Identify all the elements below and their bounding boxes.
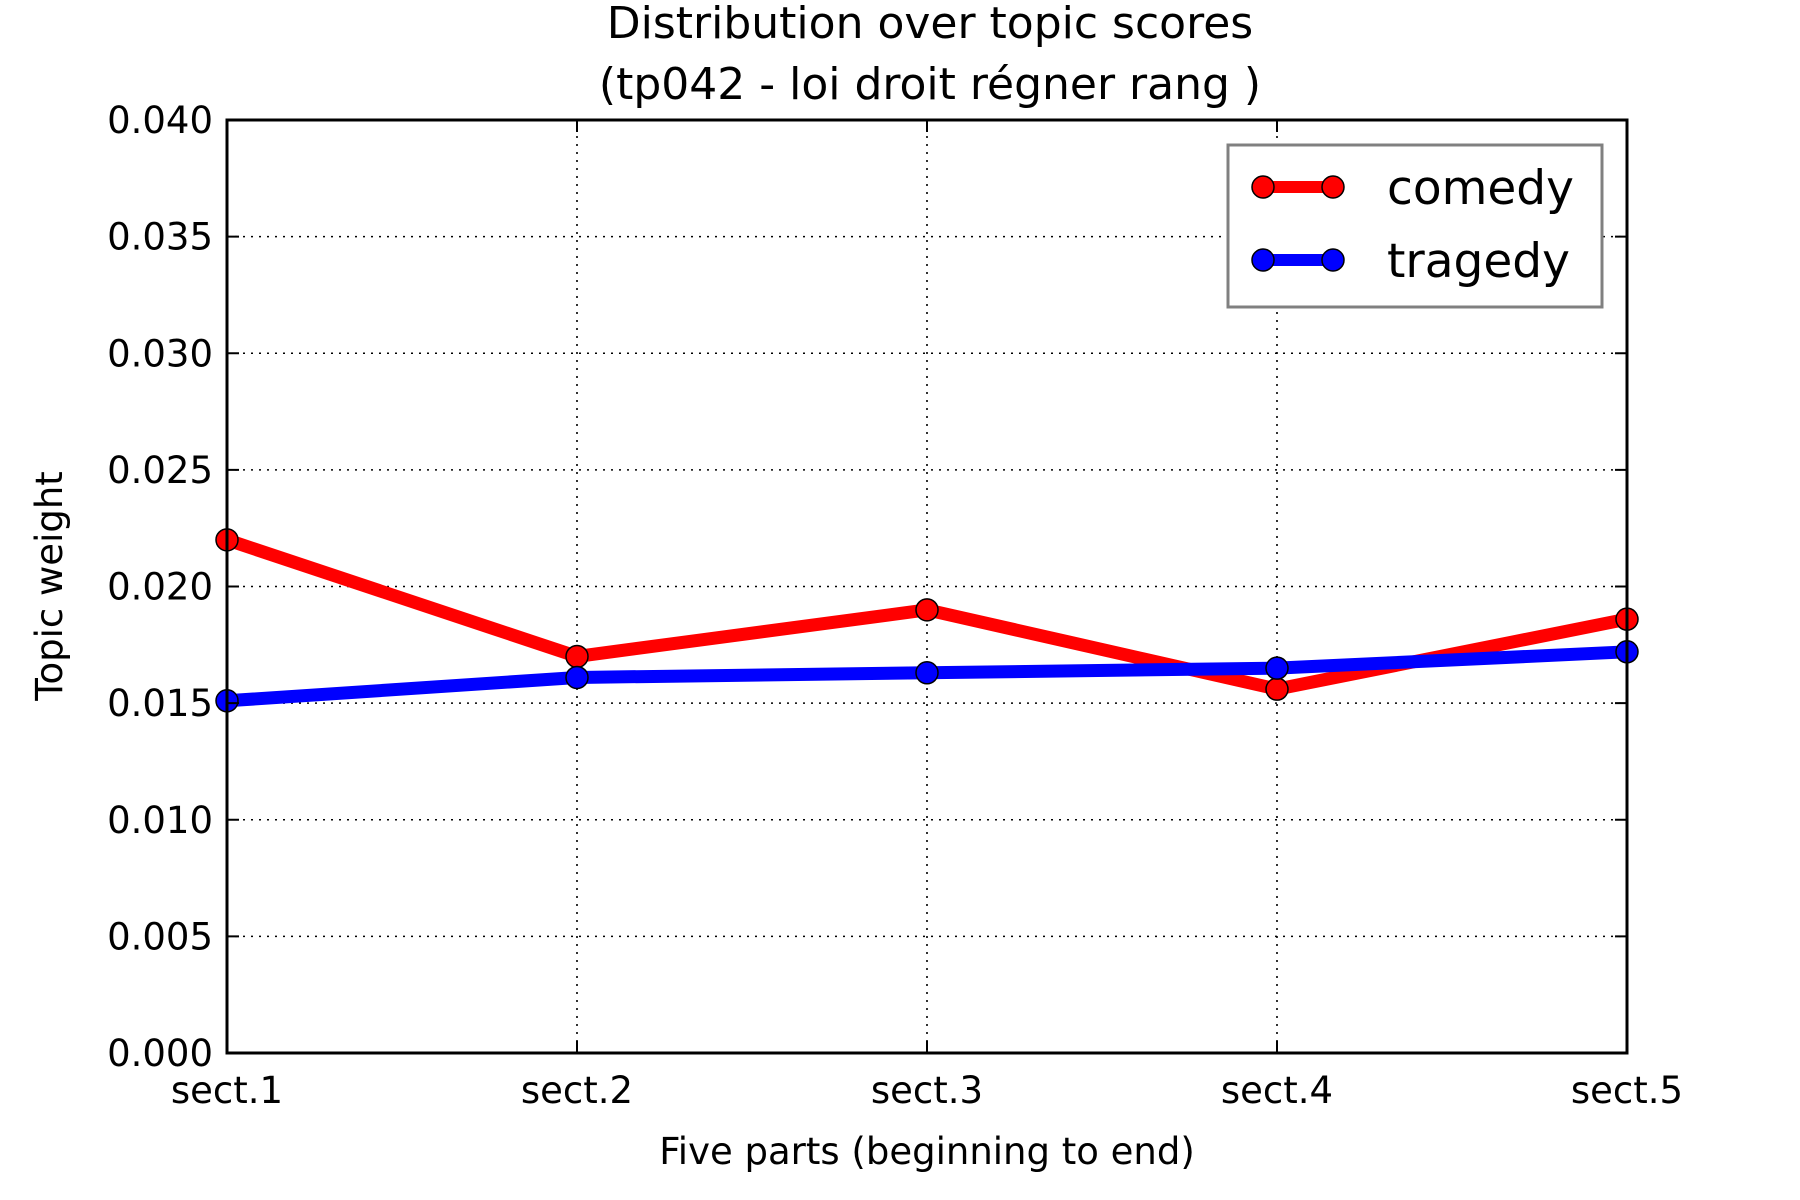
data-point-tragedy xyxy=(1265,656,1289,680)
y-tick-label: 0.030 xyxy=(107,332,213,375)
legend-label-comedy: comedy xyxy=(1387,161,1574,216)
data-point-tragedy xyxy=(915,661,939,685)
legend: comedy tragedy xyxy=(1226,143,1604,309)
legend-marker-tragedy xyxy=(1321,248,1345,272)
x-tick-label: sect.5 xyxy=(1571,1069,1683,1112)
data-point-tragedy xyxy=(565,665,589,690)
y-tick-label: 0.035 xyxy=(107,216,213,259)
legend-marker-comedy xyxy=(1321,175,1345,199)
chart-title: Distribution over topic scores xyxy=(607,0,1253,49)
x-tick-label: sect.3 xyxy=(871,1069,983,1112)
x-axis-label: Five parts (beginning to end) xyxy=(659,1130,1195,1173)
axis-layer: 0.000 0.005 0.010 0.015 0.020 0.025 0.030 0.035… xyxy=(107,99,1683,1112)
data-point-comedy xyxy=(915,598,939,622)
legend-label-tragedy: tragedy xyxy=(1387,234,1570,289)
y-tick-label: 0.005 xyxy=(107,915,213,958)
series-layer xyxy=(215,528,1639,713)
x-tick-label: sect.1 xyxy=(171,1069,283,1112)
legend-box xyxy=(1226,143,1604,309)
data-point-comedy xyxy=(1265,677,1289,701)
y-tick-label: 0.040 xyxy=(107,99,213,142)
chart-subtitle: (tp042 - loi droit régner rang ) xyxy=(599,59,1261,110)
y-tick-label: 0.020 xyxy=(107,566,213,609)
x-tick-label: sect.2 xyxy=(521,1069,633,1112)
legend-entry-tragedy: tragedy xyxy=(1251,234,1570,289)
legend-marker-tragedy xyxy=(1251,248,1275,272)
y-tick-label: 0.015 xyxy=(107,682,213,725)
y-tick-label: 0.025 xyxy=(107,449,213,492)
y-axis-label: Topic weight xyxy=(28,471,71,702)
legend-marker-comedy xyxy=(1251,175,1275,199)
grid-layer xyxy=(227,120,1627,1053)
x-tick-label: sect.4 xyxy=(1221,1069,1333,1112)
y-tick-label: 0.010 xyxy=(107,799,213,842)
data-point-comedy xyxy=(565,644,589,669)
legend-entry-comedy: comedy xyxy=(1251,161,1574,216)
y-tick-label: 0.000 xyxy=(107,1032,213,1075)
